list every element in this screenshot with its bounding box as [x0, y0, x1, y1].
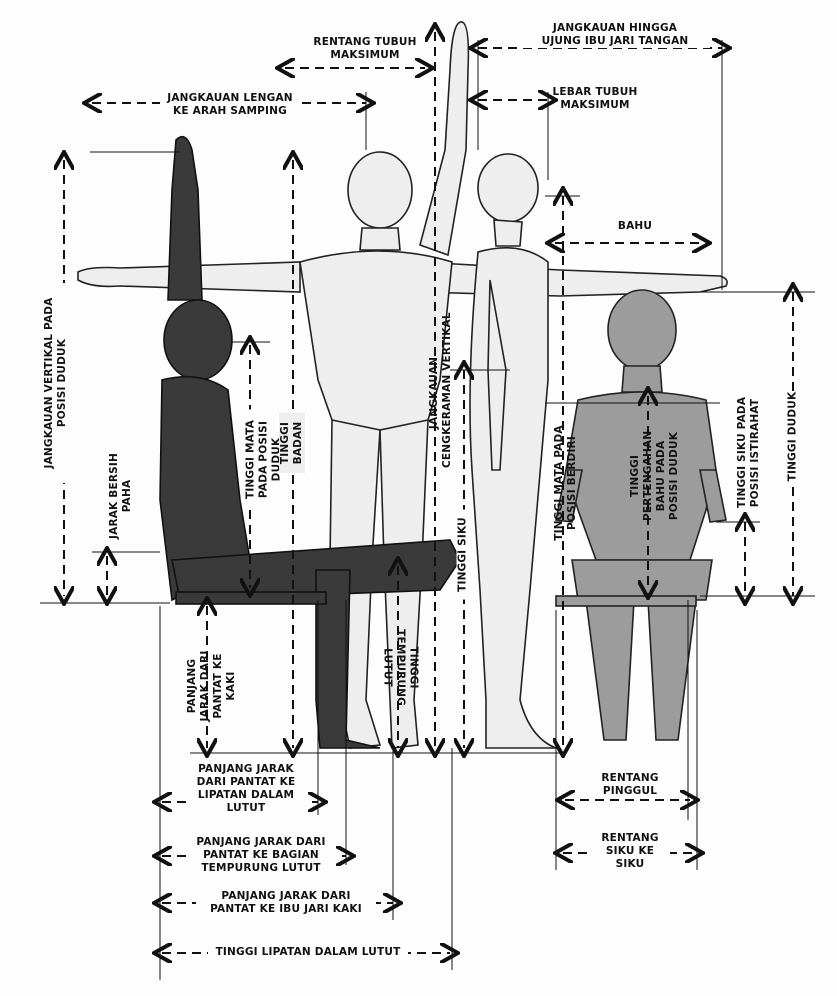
label-line: PANJANG JARAK DARI [221, 890, 351, 902]
standing-figure-side [469, 153, 557, 749]
label-lebar-tubuh-maksimum: LEBAR TUBUH MAKSIMUM [540, 86, 650, 112]
label-line: BAHU PADA [655, 440, 667, 512]
label-line: POSISI ISTIRAHAT [749, 398, 761, 508]
label-rentang-siku-ke-siku: RENTANG SIKU KE SIKU [590, 832, 670, 871]
label-bahu: BAHU [605, 220, 665, 233]
label-line: LUTUT [226, 802, 266, 814]
label-line: LIPATAN DALAM [197, 789, 295, 801]
label-line: PANTAT KE IBU JARI KAKI [210, 903, 362, 915]
label-panjang-pantat-ibu-jari-kaki: PANJANG JARAK DARI PANTAT KE IBU JARI KA… [196, 890, 376, 916]
label-line: TINGGI SIKU [456, 517, 469, 592]
label-line: PANJANG JARAK DARI [196, 836, 326, 848]
label-line: TINGGI [629, 454, 641, 498]
label-line: LUTUT [381, 648, 394, 687]
label-line: TEMPURUNG [394, 629, 407, 706]
extension-lines [40, 40, 815, 980]
label-line: KAKI [225, 671, 237, 701]
label-line: POSISI DUDUK [668, 431, 680, 521]
label-line: TINGGI MATA PADA [553, 425, 565, 541]
label-rentang-tubuh-maksimum: RENTANG TUBUH MAKSIMUM [300, 36, 430, 62]
label-line: PANJANG [186, 658, 198, 714]
label-line: JANGKAUAN LENGAN [167, 92, 293, 104]
label-line: TINGGI LIPATAN DALAM LUTUT [215, 946, 401, 958]
label-line: SIKU KE [605, 845, 655, 857]
label-line: JANGKAUAN VERTIKAL PADA [43, 297, 55, 469]
label-line: KE ARAH SAMPING [173, 105, 287, 117]
label-tinggi-mata-duduk: TINGGI MATA PADA POSISI DUDUK [244, 409, 284, 510]
label-line: MAKSIMUM [330, 49, 400, 61]
seated-figure-back [555, 289, 727, 741]
label-line: JARAK DARI [199, 650, 211, 722]
label-line: LEBAR TUBUH [552, 86, 638, 98]
label-line: MAKSIMUM [560, 99, 630, 111]
label-line: BAHU [617, 220, 653, 232]
label-line: PERTENGAHAN [642, 430, 654, 521]
label-tinggi-mata-berdiri: TINGGI MATA PADA POSISI BERDIRI [553, 423, 579, 543]
label-line: RENTANG [601, 772, 659, 784]
label-line: PANJANG JARAK [198, 763, 294, 775]
label-line: TINGGI [407, 646, 420, 689]
label-line: PADA POSISI [257, 420, 270, 499]
label-line: TINGGI SIKU PADA [736, 396, 748, 508]
label-line: TINGGI [279, 421, 291, 465]
label-line: JANGKAUAN [428, 356, 440, 430]
label-jangkauan-vertikal-duduk: JANGKAUAN VERTIKAL PADA POSISI DUDUK [43, 283, 69, 483]
label-tinggi-siku-istirahat: TINGGI SIKU PADA POSISI ISTIRAHAT [736, 396, 762, 508]
label-tinggi-badan: TINGGI BADAN [279, 413, 305, 473]
label-jangkauan-cengkeraman-vertikal: JANGKAUAN CENGKERAMAN VERTIKAL [428, 312, 454, 468]
label-line: PANTAT KE [212, 653, 224, 719]
label-line: BADAN [292, 421, 304, 465]
label-line: TEMPURUNG LUTUT [201, 862, 321, 874]
label-tinggi-siku: TINGGI SIKU [456, 509, 470, 600]
label-tinggi-duduk: TINGGI DUDUK [786, 391, 800, 482]
label-rentang-pinggul: RENTANG PINGGUL [590, 772, 670, 798]
label-line: POSISI DUDUK [56, 338, 68, 428]
label-tinggi-tempurung-lutut: TINGGI TEMPURUNG LUTUT [381, 628, 420, 708]
label-jangkauan-hingga-ujung-jari: JANGKAUAN HINGGA UJUNG IBU JARI TANGAN [520, 22, 710, 48]
label-jangkauan-lengan-samping: JANGKAUAN LENGAN KE ARAH SAMPING [160, 92, 300, 118]
label-line: CENGKERAMAN VERTIKAL [441, 312, 453, 468]
label-line: DARI PANTAT KE [196, 776, 296, 788]
label-line: POSISI BERDIRI [566, 436, 578, 530]
label-line: RENTANG TUBUH [313, 36, 417, 48]
label-line: PINGGUL [602, 785, 658, 797]
label-panjang-pantat-lipatan-lutut: PANJANG JARAK DARI PANTAT KE LIPATAN DAL… [186, 763, 306, 815]
label-line: PAHA [121, 479, 133, 513]
label-line: JANGKAUAN HINGGA [552, 22, 678, 34]
label-panjang-pantat-ke-kaki: PANJANG JARAK DARI PANTAT KE KAKI [186, 646, 238, 726]
label-line: TINGGI DUDUK [786, 391, 799, 482]
label-line: JARAK BERSIH [108, 453, 120, 539]
label-line: UJUNG IBU JARI TANGAN [541, 35, 689, 47]
label-tinggi-lipatan-dalam-lutut: TINGGI LIPATAN DALAM LUTUT [208, 946, 408, 959]
label-tinggi-pertengahan-bahu-duduk: TINGGI PERTENGAHAN BAHU PADA POSISI DUDU… [629, 431, 681, 521]
label-line: SIKU [615, 858, 645, 870]
label-panjang-pantat-tempurung-lutut: PANJANG JARAK DARI PANTAT KE BAGIAN TEMP… [186, 836, 336, 875]
label-line: RENTANG [601, 832, 659, 844]
label-jarak-bersih-paha: JARAK BERSIH PAHA [108, 451, 134, 541]
label-line: PANTAT KE BAGIAN [203, 849, 319, 861]
label-line: TINGGI MATA [244, 419, 257, 500]
